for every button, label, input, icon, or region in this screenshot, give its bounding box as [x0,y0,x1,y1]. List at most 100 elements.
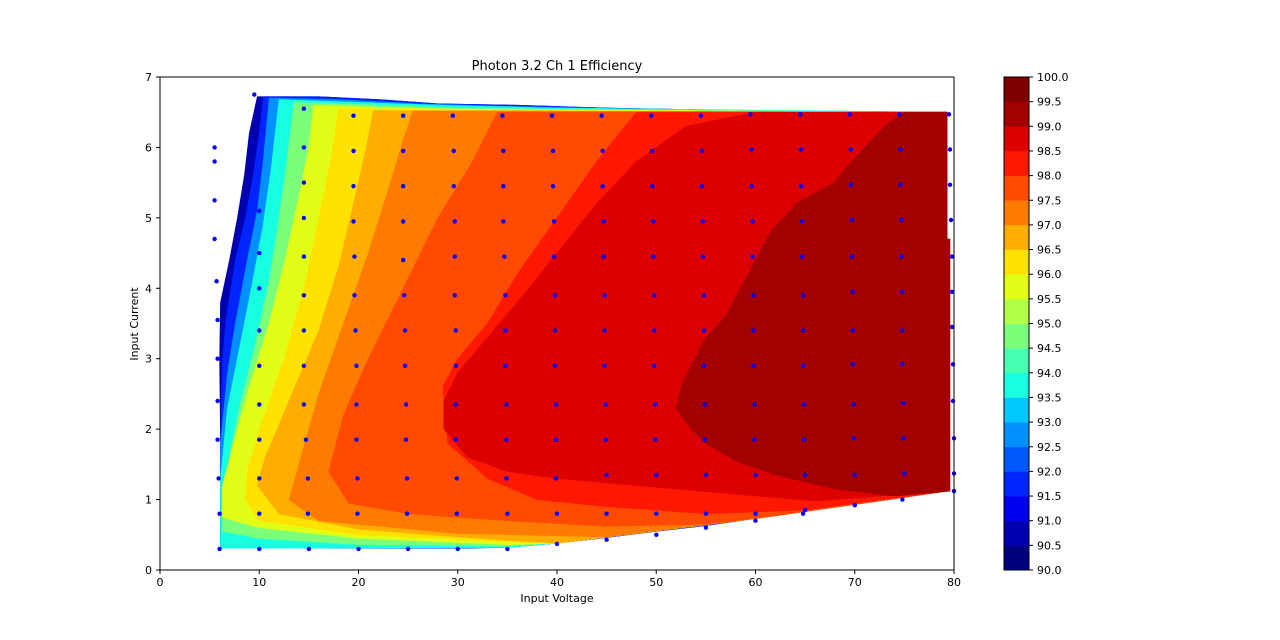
colorbar-swatch [1004,175,1029,201]
colorbar-swatch [1004,150,1029,176]
measurement-point [504,476,509,481]
measurement-point [898,182,903,187]
measurement-point [552,293,558,298]
x-tick-label: 20 [352,576,366,589]
measurement-point [601,219,606,224]
measurement-point [850,362,855,367]
measurement-point [948,217,954,223]
colorbar-tick-label: 94.0 [1037,367,1062,380]
measurement-point [454,511,459,516]
measurement-point [799,219,805,224]
measurement-point [553,402,559,407]
measurement-point [700,219,706,224]
y-tick-label: 0 [145,564,152,577]
measurement-point [751,328,756,333]
measurement-point [306,546,312,552]
measurement-point [301,328,307,333]
colorbar-swatch [1004,348,1029,374]
measurement-point [701,293,707,298]
colorbar-tick-label: 90.0 [1037,564,1062,577]
measurement-point [899,217,904,223]
measurement-point [950,398,956,404]
measurement-point [257,363,262,368]
measurement-point [212,145,217,150]
measurement-point [301,145,307,150]
measurement-point [354,402,359,407]
measurement-point [851,402,856,407]
measurement-point [700,254,706,259]
measurement-point [252,92,257,97]
colorbar-tick-label: 99.0 [1037,120,1062,133]
colorbar-swatch [1004,274,1029,300]
measurement-point [753,511,758,516]
measurement-point [699,148,705,154]
measurement-point [902,471,907,476]
measurement-point [403,402,409,407]
measurement-point [653,437,658,442]
measurement-point [753,518,758,523]
colorbar-swatch [1004,323,1029,349]
colorbar-tick-label: 92.0 [1037,465,1062,478]
y-axis-ticks: 0 1 2 3 4 5 6 7 [145,71,160,577]
measurement-point [601,254,606,259]
measurement-point [900,362,905,367]
colorbar-tick-label: 90.5 [1037,539,1062,552]
measurement-point [501,148,506,154]
measurement-point [603,437,608,442]
x-tick-label: 50 [649,576,663,589]
measurement-point [352,254,357,259]
measurement-point [800,363,806,368]
measurement-point [702,437,708,442]
measurement-point [901,436,906,441]
measurement-point [752,437,757,442]
colorbar-swatch [1004,249,1029,275]
measurement-point [401,113,406,118]
measurement-point [505,511,510,516]
measurement-point [799,254,805,259]
colorbar-tick-label: 96.5 [1037,244,1062,257]
measurement-point [212,198,217,203]
measurement-point [257,328,262,333]
measurement-point [801,402,807,407]
measurement-point [552,328,558,333]
measurement-point [212,159,217,164]
measurement-point [798,112,803,117]
measurement-point [257,286,262,291]
measurement-point [653,402,658,407]
colorbar-swatch [1004,200,1029,226]
measurement-point [216,476,221,481]
measurement-point [355,511,360,516]
y-tick-label: 1 [145,494,152,507]
measurement-point [602,363,607,368]
colorbar-swatch [1004,397,1029,423]
x-tick-label: 60 [749,576,763,589]
colorbar-swatch [1004,422,1029,448]
measurement-point [603,402,608,407]
measurement-point [848,182,853,187]
measurement-point [355,476,360,481]
measurement-point [303,437,309,442]
colorbar-tick-label: 95.0 [1037,318,1062,331]
measurement-point [800,293,806,298]
colorbar-swatch [1004,372,1029,398]
colorbar-tick-label: 99.5 [1037,96,1062,109]
measurement-point [217,546,222,552]
measurement-point [257,402,262,407]
measurement-point [900,497,905,502]
measurement-point [353,328,358,333]
measurement-point [301,215,307,221]
measurement-point [503,293,508,298]
measurement-point [301,363,307,368]
measurement-point [799,184,804,189]
colorbar-tick-label: 94.5 [1037,342,1062,355]
y-tick-label: 3 [145,353,152,366]
measurement-point [403,437,409,442]
measurement-point [356,546,361,552]
measurement-point [651,219,656,224]
measurement-point [849,217,854,223]
colorbar-tick-label: 91.0 [1037,515,1062,528]
measurement-point [503,363,508,368]
x-axis-label: Input Voltage [520,592,593,605]
measurement-point [849,254,854,259]
measurement-point [452,254,457,259]
